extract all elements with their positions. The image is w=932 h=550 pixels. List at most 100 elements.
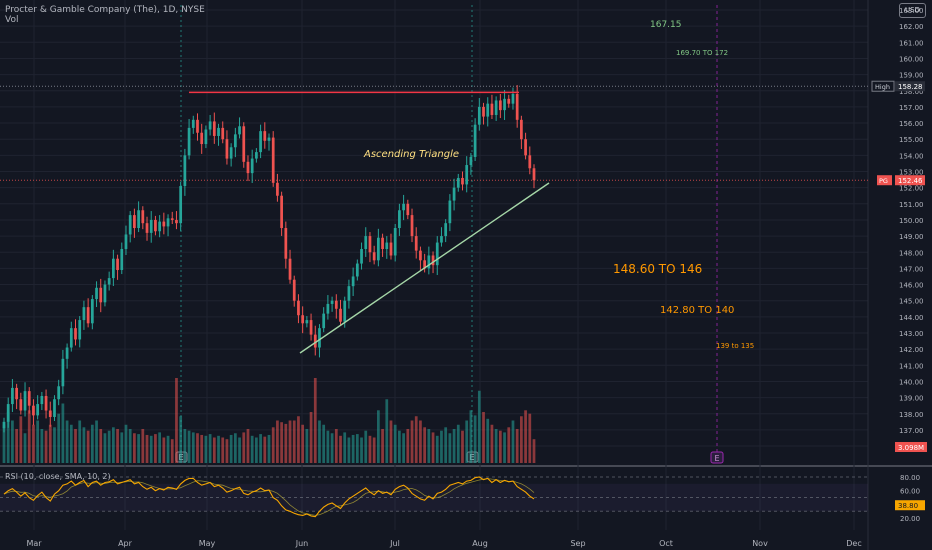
volume-bar [414,416,418,463]
volume-bar [288,420,292,463]
candle-body [19,399,23,411]
candle-body [452,187,456,201]
price-tick: 146.00 [899,282,924,290]
volume-bar [456,424,460,463]
upcoming-earnings-badge [710,451,724,464]
volume-bar [170,439,174,463]
volume-bar [255,437,258,463]
price-tick: 161.00 [899,39,924,47]
price-tick: 159.00 [899,72,924,80]
volume-bar [200,434,204,463]
candle-body [385,242,389,250]
volume-bar [431,432,435,463]
candle-body [376,237,380,261]
candle-body [53,399,56,417]
candle-body [271,137,275,183]
price-tick: 137.00 [899,427,924,435]
price-tick: 156.00 [899,120,924,128]
candle-body [368,236,372,253]
volume-bar [343,432,347,463]
candle-body [406,203,410,216]
price-tick: 162.00 [899,23,924,31]
candle-body [250,158,254,174]
volume-bar [204,435,208,463]
candle-body [393,228,397,256]
volume-bar [74,429,77,463]
volume-bar [305,429,309,463]
volume-bar [313,378,317,463]
volume-bar [2,424,6,463]
volume-bar [86,430,90,463]
candle-body [32,405,35,416]
price-tick: 158.00 [899,88,924,96]
volume-bar [191,432,195,463]
volume-bar [469,410,473,463]
volume-bar [360,437,363,463]
candle-body [469,156,473,166]
candle-body [61,358,65,387]
volume-bar [78,420,82,463]
candle-body [313,334,317,348]
time-axis: Mar Apr May Jun Jul Aug Sep Oct Nov Dec [26,539,861,548]
candle-body [137,210,140,229]
candle-body [477,106,481,125]
candle-body [154,219,157,232]
candle-body [217,127,220,136]
volume-bar [507,427,511,463]
volume-bar [515,429,519,463]
volume-bar [154,434,157,463]
candle-body [347,286,351,301]
volume-bar [57,413,61,463]
volume-value: 3.098M [898,444,924,452]
volume-bar [532,439,536,463]
volume-bar [32,424,35,463]
rsi-value: 38.80 [898,502,918,510]
candle-body [419,250,422,261]
candle-body [15,387,18,400]
candle-body [334,300,338,309]
candle-body [133,215,136,229]
price-tick: 138.00 [899,411,924,419]
price-tick: 141.00 [899,362,924,370]
volume-bar [267,434,271,463]
candle-body [120,249,124,271]
candle-body [326,303,330,314]
candle-body [280,195,283,229]
volume-bar [111,427,115,463]
volume-bar [23,433,27,463]
volume-bar [217,435,220,463]
volume-bar [301,424,305,463]
time-tick: Dec [846,539,861,548]
volume-bar [498,430,502,463]
volume-bar [406,429,410,463]
volume-bar [410,420,414,463]
target-label: 139 to 135 [716,342,754,350]
candle-body [259,131,262,153]
volume-bar [95,420,98,463]
currency-badge[interactable]: USD [899,3,926,18]
candle-body [116,258,119,271]
volume-bar [372,437,376,463]
candle-body [158,221,162,232]
volume-bar [423,427,427,463]
volume-bar [440,430,443,463]
symbol-tag [877,175,892,186]
volume-bar [242,432,246,463]
volume-bar [461,430,464,463]
volume-bar [250,435,254,463]
volume-bar [503,432,506,463]
rsi-label: RSI (10, close, SMA, 10, 2) [5,472,111,481]
volume-bar [36,420,40,463]
volume-bar [137,434,140,463]
volume-bar [477,390,481,463]
candle-body [343,300,347,322]
volume-bar [141,429,145,463]
candle-body [145,223,149,233]
candle-body [6,404,10,422]
volume-bar [124,424,128,463]
time-tick: Apr [118,539,133,548]
candle-body [339,308,342,322]
candle-body [179,186,183,224]
